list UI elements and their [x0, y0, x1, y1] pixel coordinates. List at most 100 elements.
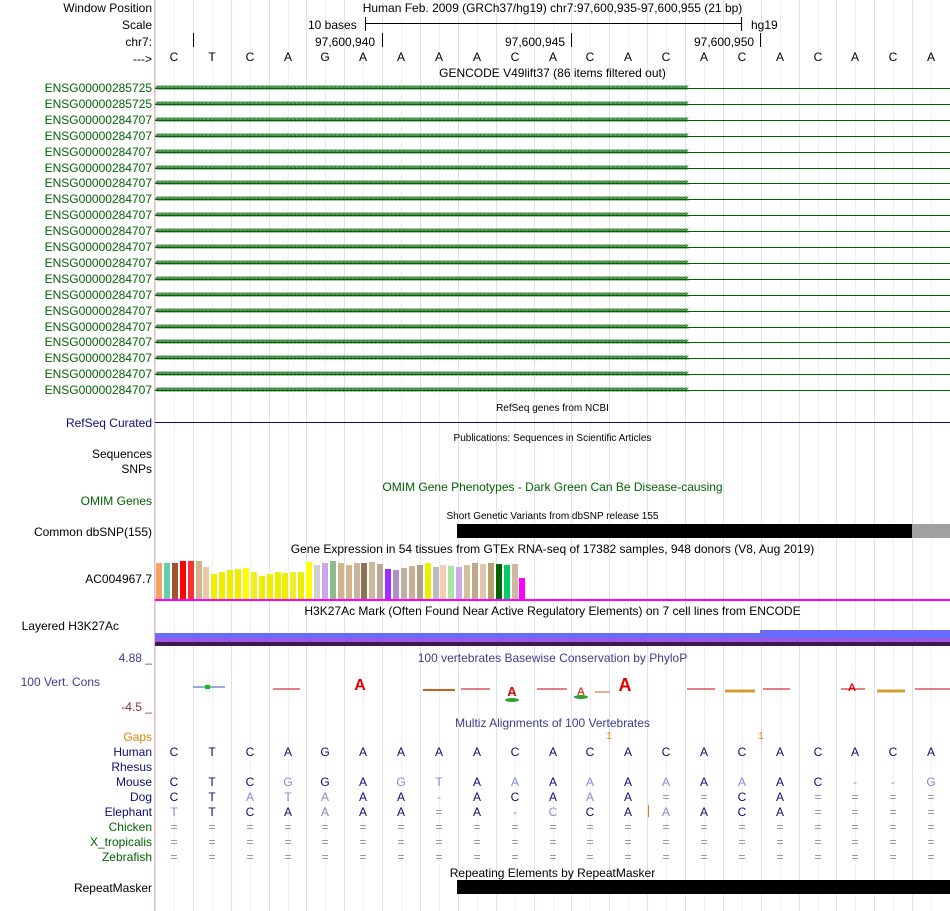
gtex-tissue-bar[interactable]: [180, 561, 186, 599]
gene-label[interactable]: ENSG00000285725: [44, 97, 152, 111]
gtex-tissue-bar[interactable]: [464, 565, 470, 599]
gene-label[interactable]: ENSG00000284707: [44, 335, 152, 349]
gtex-tissue-bar[interactable]: [203, 567, 209, 599]
species-label[interactable]: X_tropicalis: [89, 835, 152, 849]
gtex-tissue-bar[interactable]: [172, 563, 178, 599]
gtex-tissue-bar[interactable]: [290, 572, 296, 599]
gene-model[interactable]: ‹‹‹‹‹‹‹‹‹‹‹‹‹‹‹‹‹‹‹‹‹‹‹‹‹‹‹‹‹‹‹‹‹‹‹‹‹‹‹‹…: [155, 130, 950, 144]
gtex-tissue-bar[interactable]: [314, 565, 320, 599]
gtex-gene-label[interactable]: AC004967.7: [85, 572, 152, 586]
gtex-tissue-bar[interactable]: [164, 563, 170, 599]
gene-model[interactable]: ‹‹‹‹‹‹‹‹‹‹‹‹‹‹‹‹‹‹‹‹‹‹‹‹‹‹‹‹‹‹‹‹‹‹‹‹‹‹‹‹…: [155, 257, 950, 271]
gene-model[interactable]: ‹‹‹‹‹‹‹‹‹‹‹‹‹‹‹‹‹‹‹‹‹‹‹‹‹‹‹‹‹‹‹‹‹‹‹‹‹‹‹‹…: [155, 114, 950, 128]
gene-model[interactable]: ‹‹‹‹‹‹‹‹‹‹‹‹‹‹‹‹‹‹‹‹‹‹‹‹‹‹‹‹‹‹‹‹‹‹‹‹‹‹‹‹…: [155, 273, 950, 287]
gtex-tissue-bar[interactable]: [393, 570, 399, 599]
omim-track-label[interactable]: OMIM Genes: [80, 494, 152, 508]
gtex-tissue-bar[interactable]: [259, 576, 265, 599]
gene-label[interactable]: ENSG00000284707: [44, 192, 152, 206]
gene-label[interactable]: ENSG00000284707: [44, 288, 152, 302]
gtex-tissue-bar[interactable]: [512, 564, 518, 599]
gtex-tissue-bar[interactable]: [275, 572, 281, 599]
gene-label[interactable]: ENSG00000284707: [44, 256, 152, 270]
gtex-tissue-bar[interactable]: [156, 563, 162, 599]
gene-label[interactable]: ENSG00000284707: [44, 161, 152, 175]
dbsnp-track-label[interactable]: Common dbSNP(155): [33, 525, 152, 539]
gene-label[interactable]: ENSG00000284707: [44, 304, 152, 318]
gtex-tissue-bar[interactable]: [330, 561, 336, 599]
gene-label[interactable]: ENSG00000284707: [44, 224, 152, 238]
phylop-track-label[interactable]: 100 Vert. Cons: [20, 675, 100, 689]
gtex-tissue-bar[interactable]: [433, 567, 439, 599]
gtex-tissue-bar[interactable]: [440, 565, 446, 599]
gtex-tissue-bar[interactable]: [409, 566, 415, 599]
gtex-tissue-bar[interactable]: [377, 564, 383, 599]
gene-label[interactable]: ENSG00000284707: [44, 145, 152, 159]
gtex-tissue-bar[interactable]: [425, 563, 431, 599]
h3k27ac-track-label[interactable]: Layered H3K27Ac: [21, 619, 119, 633]
repeatmasker-element[interactable]: [457, 880, 950, 894]
refseq-gene-line[interactable]: [155, 422, 950, 423]
gtex-tissue-bar[interactable]: [369, 562, 375, 599]
gene-model[interactable]: ‹‹‹‹‹‹‹‹‹‹‹‹‹‹‹‹‹‹‹‹‹‹‹‹‹‹‹‹‹‹‹‹‹‹‹‹‹‹‹‹…: [155, 146, 950, 160]
gene-model[interactable]: ‹‹‹‹‹‹‹‹‹‹‹‹‹‹‹‹‹‹‹‹‹‹‹‹‹‹‹‹‹‹‹‹‹‹‹‹‹‹‹‹…: [155, 305, 950, 319]
gtex-tissue-bar[interactable]: [338, 563, 344, 599]
gtex-tissue-bar[interactable]: [196, 561, 202, 599]
gtex-tissue-bar[interactable]: [456, 567, 462, 599]
gtex-tissue-bar[interactable]: [227, 570, 233, 599]
species-label[interactable]: Human: [113, 745, 152, 759]
gtex-tissue-bar[interactable]: [306, 562, 312, 599]
phylop-conservation-plot[interactable]: A A A A A: [155, 668, 950, 708]
gtex-tissue-bar[interactable]: [401, 568, 407, 599]
gtex-tissue-bar[interactable]: [219, 572, 225, 599]
gene-model[interactable]: ‹‹‹‹‹‹‹‹‹‹‹‹‹‹‹‹‹‹‹‹‹‹‹‹‹‹‹‹‹‹‹‹‹‹‹‹‹‹‹‹…: [155, 193, 950, 207]
repeatmasker-track-label[interactable]: RepeatMasker: [73, 881, 152, 895]
species-label[interactable]: Mouse: [115, 775, 152, 789]
gtex-tissue-bar[interactable]: [480, 564, 486, 599]
gene-label[interactable]: ENSG00000284707: [44, 351, 152, 365]
gene-model[interactable]: ‹‹‹‹‹‹‹‹‹‹‹‹‹‹‹‹‹‹‹‹‹‹‹‹‹‹‹‹‹‹‹‹‹‹‹‹‹‹‹‹…: [155, 162, 950, 176]
gene-label[interactable]: ENSG00000284707: [44, 129, 152, 143]
gtex-tissue-bar[interactable]: [235, 569, 241, 599]
gene-model[interactable]: ‹‹‹‹‹‹‹‹‹‹‹‹‹‹‹‹‹‹‹‹‹‹‹‹‹‹‹‹‹‹‹‹‹‹‹‹‹‹‹‹…: [155, 289, 950, 303]
gtex-tissue-bar[interactable]: [282, 573, 288, 599]
gtex-tissue-bar[interactable]: [448, 566, 454, 599]
publications-sequences-label[interactable]: Sequences: [91, 447, 152, 461]
dbsnp-variant-bar[interactable]: [912, 524, 950, 538]
gtex-tissue-bar[interactable]: [346, 565, 352, 599]
gene-model[interactable]: ‹‹‹‹‹‹‹‹‹‹‹‹‹‹‹‹‹‹‹‹‹‹‹‹‹‹‹‹‹‹‹‹‹‹‹‹‹‹‹‹…: [155, 321, 950, 335]
gene-label[interactable]: ENSG00000284707: [44, 320, 152, 334]
gtex-tissue-bar[interactable]: [361, 563, 367, 599]
gene-label[interactable]: ENSG00000285725: [44, 81, 152, 95]
gtex-tissue-bar[interactable]: [322, 563, 328, 599]
species-label[interactable]: Dog: [129, 790, 152, 804]
gtex-tissue-bar[interactable]: [504, 565, 510, 599]
gtex-tissue-bar[interactable]: [519, 578, 525, 599]
track-display[interactable]: Human Feb. 2009 (GRCh37/hg19) chr7:97,60…: [155, 0, 950, 911]
gene-model[interactable]: ‹‹‹‹‹‹‹‹‹‹‹‹‹‹‹‹‹‹‹‹‹‹‹‹‹‹‹‹‹‹‹‹‹‹‹‹‹‹‹‹…: [155, 384, 950, 398]
species-label[interactable]: Rhesus: [111, 760, 152, 774]
species-label[interactable]: Elephant: [104, 805, 152, 819]
gtex-tissue-bar[interactable]: [243, 568, 249, 599]
gtex-tissue-bar[interactable]: [385, 569, 391, 599]
gtex-tissue-bar[interactable]: [488, 563, 494, 599]
gene-model[interactable]: ‹‹‹‹‹‹‹‹‹‹‹‹‹‹‹‹‹‹‹‹‹‹‹‹‹‹‹‹‹‹‹‹‹‹‹‹‹‹‹‹…: [155, 98, 950, 112]
species-label[interactable]: Chicken: [108, 820, 152, 834]
gene-model[interactable]: ‹‹‹‹‹‹‹‹‹‹‹‹‹‹‹‹‹‹‹‹‹‹‹‹‹‹‹‹‹‹‹‹‹‹‹‹‹‹‹‹…: [155, 241, 950, 255]
gtex-tissue-bar[interactable]: [472, 563, 478, 599]
refseq-track-label[interactable]: RefSeq Curated: [65, 416, 152, 430]
gene-label[interactable]: ENSG00000284707: [44, 367, 152, 381]
gene-label[interactable]: ENSG00000284707: [44, 240, 152, 254]
gtex-tissue-bar[interactable]: [298, 572, 304, 599]
gtex-tissue-bar[interactable]: [211, 574, 217, 599]
gtex-tissue-bar[interactable]: [354, 563, 360, 599]
gene-model[interactable]: ‹‹‹‹‹‹‹‹‹‹‹‹‹‹‹‹‹‹‹‹‹‹‹‹‹‹‹‹‹‹‹‹‹‹‹‹‹‹‹‹…: [155, 336, 950, 350]
gtex-tissue-bar[interactable]: [251, 572, 257, 599]
gtex-tissue-bar[interactable]: [417, 565, 423, 599]
gene-model[interactable]: ‹‹‹‹‹‹‹‹‹‹‹‹‹‹‹‹‹‹‹‹‹‹‹‹‹‹‹‹‹‹‹‹‹‹‹‹‹‹‹‹…: [155, 225, 950, 239]
gtex-tissue-bar[interactable]: [267, 574, 273, 599]
gene-model[interactable]: ‹‹‹‹‹‹‹‹‹‹‹‹‹‹‹‹‹‹‹‹‹‹‹‹‹‹‹‹‹‹‹‹‹‹‹‹‹‹‹‹…: [155, 352, 950, 366]
species-label[interactable]: Zebrafish: [101, 850, 152, 864]
gene-label[interactable]: ENSG00000284707: [44, 208, 152, 222]
gene-model[interactable]: ‹‹‹‹‹‹‹‹‹‹‹‹‹‹‹‹‹‹‹‹‹‹‹‹‹‹‹‹‹‹‹‹‹‹‹‹‹‹‹‹…: [155, 177, 950, 191]
dbsnp-variant-bar[interactable]: [457, 524, 912, 538]
